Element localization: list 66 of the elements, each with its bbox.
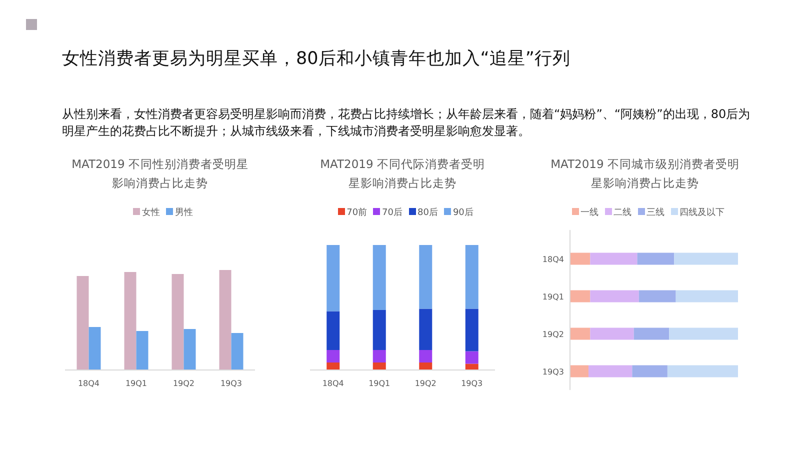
x-tick-label: 19Q1 bbox=[125, 379, 148, 388]
bar bbox=[570, 328, 590, 340]
bar bbox=[669, 328, 738, 340]
y-tick-label: 19Q1 bbox=[542, 292, 564, 302]
bar bbox=[419, 362, 432, 370]
bar bbox=[231, 333, 244, 370]
bar bbox=[326, 245, 340, 312]
bar bbox=[674, 252, 738, 265]
bar bbox=[570, 252, 590, 265]
bar bbox=[634, 328, 670, 340]
legend-label: 一线 bbox=[580, 208, 598, 218]
bar bbox=[638, 290, 676, 302]
y-tick-label: 19Q3 bbox=[542, 367, 564, 376]
bar bbox=[172, 274, 184, 370]
legend-label: 80后 bbox=[418, 208, 438, 218]
x-tick-label: 19Q2 bbox=[172, 379, 195, 388]
legend-label: 女性 bbox=[142, 208, 160, 218]
bar bbox=[136, 331, 148, 370]
bar bbox=[326, 362, 340, 370]
legend-label: 90后 bbox=[452, 208, 474, 218]
bar bbox=[372, 310, 386, 350]
text: 女性消费者更易为明星买单，80后和小镇青年也加入“追星”行列 bbox=[62, 48, 570, 70]
legend-label: 二线 bbox=[614, 208, 632, 218]
bar bbox=[632, 365, 668, 378]
bar bbox=[326, 311, 340, 350]
bar bbox=[124, 272, 136, 370]
bar bbox=[590, 328, 634, 340]
bar bbox=[570, 290, 590, 302]
bar bbox=[419, 308, 432, 350]
bar bbox=[570, 365, 588, 378]
chart-title: MAT2019 不同代际消费者受明星影响消费占比走势 bbox=[319, 156, 486, 192]
bar bbox=[590, 252, 638, 265]
bar bbox=[76, 276, 89, 370]
text: 从性别来看，女性消费者更容易受明星影响而消费，花费占比持续增长；从年龄层来看，随着“妈妈粉”、“阿姨粉”的出现，80后为明星产生的花费占比不断提升；从城市线级来看，下线城市消费者受明星影响愈发显著。 bbox=[62, 106, 752, 140]
bar bbox=[588, 365, 632, 378]
x-tick-label: 19Q1 bbox=[368, 379, 390, 388]
bar bbox=[372, 362, 386, 370]
legend-label: 三线 bbox=[646, 208, 664, 218]
bar bbox=[465, 351, 478, 364]
bar bbox=[326, 350, 340, 362]
bar bbox=[465, 308, 478, 352]
bar bbox=[590, 290, 639, 302]
bar bbox=[419, 350, 432, 362]
bar bbox=[372, 350, 386, 362]
x-tick-label: 18Q4 bbox=[78, 379, 100, 388]
x-tick-label: 19Q3 bbox=[461, 379, 483, 388]
x-tick-label: 19Q2 bbox=[414, 379, 436, 388]
x-tick-label: 18Q4 bbox=[322, 379, 344, 388]
bar bbox=[465, 245, 478, 309]
bar bbox=[667, 365, 738, 378]
legend-label: 70前 bbox=[346, 208, 368, 218]
bar bbox=[372, 245, 386, 310]
chart-title: MAT2019 不同性别消费者受明星影响消费占比走势 bbox=[70, 156, 250, 192]
bar bbox=[419, 245, 432, 309]
bar bbox=[676, 290, 738, 302]
bar bbox=[637, 252, 674, 265]
bar bbox=[184, 329, 196, 370]
legend-label: 四线及以下 bbox=[680, 208, 724, 218]
chart-title: MAT2019 不同城市级别消费者受明星影响消费占比走势 bbox=[550, 156, 740, 192]
bar bbox=[219, 270, 232, 370]
legend-label: 70后 bbox=[382, 208, 402, 218]
y-tick-label: 18Q4 bbox=[542, 254, 564, 264]
y-tick-label: 19Q2 bbox=[542, 330, 564, 339]
bar bbox=[88, 327, 101, 370]
x-tick-label: 19Q3 bbox=[220, 379, 242, 388]
legend-label: 男性 bbox=[175, 208, 193, 218]
